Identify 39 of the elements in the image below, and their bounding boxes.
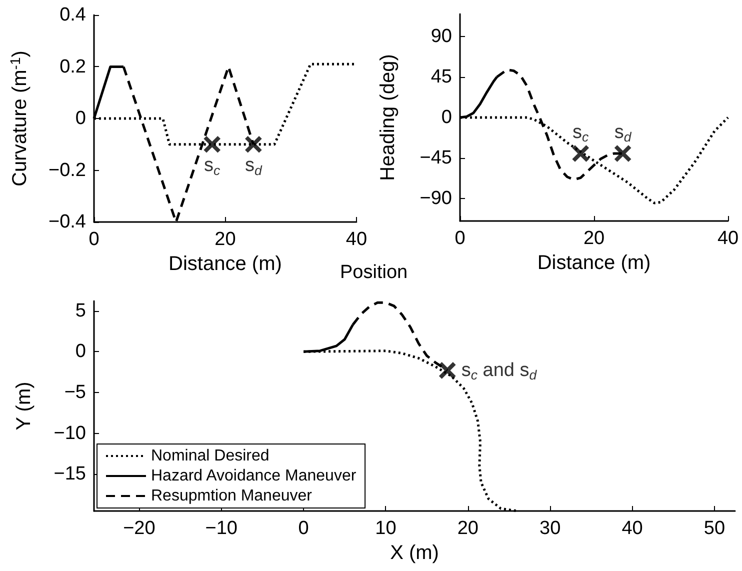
x-tick-label: 0 (88, 229, 100, 250)
x-tick-label: 20 (214, 229, 236, 250)
x-tick-label: 40 (717, 228, 739, 249)
y-tick-label: 5 (75, 300, 86, 322)
x-axis-title: Distance (m) (537, 252, 651, 274)
x-tick-label: 0 (454, 228, 466, 249)
chart-title: Position (340, 262, 408, 283)
x-axis-title: Distance (m) (168, 252, 282, 275)
x-tick-label: 20 (583, 228, 605, 249)
x-tick-label: 20 (457, 518, 478, 539)
x-tick-label: 40 (346, 229, 368, 250)
y-tick-label: 90 (430, 26, 452, 47)
y-tick-label: −10 (54, 422, 86, 444)
y-tick-label: −5 (64, 382, 86, 404)
y-axis-title: Curvature (m-1) (7, 50, 31, 186)
x-tick-label: 0 (298, 518, 309, 539)
legend-label: Hazard Avoidance Maneuver (151, 468, 357, 484)
x-tick-label: 50 (704, 518, 726, 539)
y-tick-label: −45 (420, 148, 452, 168)
y-tick-label: −15 (54, 464, 86, 485)
y-tick-label: 0 (75, 341, 86, 362)
y-tick-label: −0.2 (48, 160, 86, 181)
y-axis-title: Y (m) (13, 382, 35, 430)
y-axis-title: Heading (deg) (377, 54, 399, 181)
x-tick-label: −20 (123, 518, 156, 539)
y-tick-label: 0 (441, 107, 452, 128)
y-tick-label: 0 (75, 108, 86, 129)
x-tick-label: 40 (622, 518, 643, 539)
y-tick-label: −90 (420, 188, 452, 209)
legend-label: Nominal Desired (151, 448, 270, 464)
x-tick-label: −10 (205, 518, 238, 539)
x-axis-title: X (m) (390, 542, 439, 564)
x-tick-label: 30 (540, 518, 561, 539)
y-tick-label: 0.4 (60, 4, 86, 26)
x-tick-label: 10 (375, 518, 396, 539)
y-tick-label: 0.2 (60, 56, 86, 78)
y-tick-label: −0.4 (48, 212, 86, 232)
legend-label: Resupmtion Maneuver (151, 488, 313, 504)
y-tick-label: 45 (430, 66, 452, 88)
